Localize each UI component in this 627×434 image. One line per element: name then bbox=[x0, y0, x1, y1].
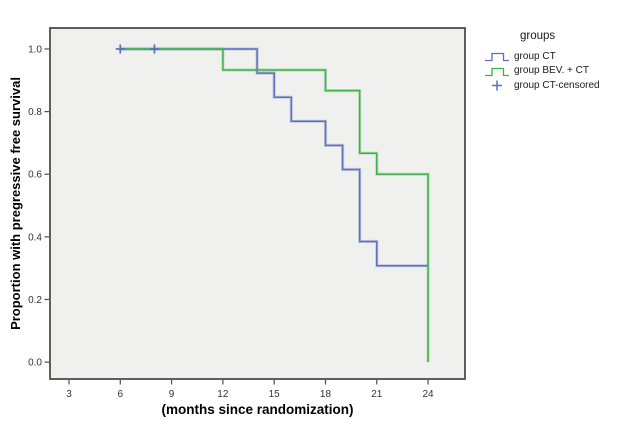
x-tick-label: 3 bbox=[66, 389, 72, 400]
legend-title: groups bbox=[520, 30, 556, 42]
legend-entry-group-bev-ct: group BEV. + CT bbox=[484, 64, 626, 79]
x-tick-label: 12 bbox=[217, 389, 229, 400]
x-tick-label: 24 bbox=[423, 389, 435, 400]
y-tick-label: 0.4 bbox=[28, 232, 42, 243]
y-tick-label: 0.0 bbox=[28, 358, 42, 369]
y-tick-label: 0.2 bbox=[28, 295, 42, 306]
x-tick-label: 9 bbox=[169, 389, 175, 400]
y-tick-label: 1.0 bbox=[28, 44, 42, 55]
legend: groups group CT group BEV. + CT group CT… bbox=[484, 30, 626, 93]
legend-label: group CT bbox=[514, 50, 556, 62]
plot-frame bbox=[49, 27, 466, 380]
y-tick-label: 0.8 bbox=[28, 107, 42, 118]
y-axis-title: Proportion with pregressive free surviva… bbox=[7, 77, 23, 330]
step-line-icon bbox=[485, 67, 509, 76]
plot-area bbox=[50, 28, 465, 379]
plus-glyph bbox=[492, 80, 502, 91]
legend-entry-group-ct-censored: group CT-censored bbox=[484, 78, 626, 93]
x-axis-title: (months since randomization) bbox=[161, 402, 354, 417]
step-line-glyph bbox=[485, 53, 509, 62]
censor-plus-mark bbox=[115, 44, 125, 54]
legend-label: group BEV. + CT bbox=[514, 65, 589, 77]
x-tick-label: 21 bbox=[371, 389, 383, 400]
x-tick-label: 18 bbox=[320, 389, 332, 400]
x-tick-label: 15 bbox=[269, 389, 281, 400]
legend-label: group CT-censored bbox=[514, 79, 600, 91]
censor-plus-mark bbox=[149, 44, 159, 54]
survival-curve-group-bev-ct bbox=[120, 48, 429, 363]
legend-entry-group-ct: group CT bbox=[484, 49, 626, 64]
survival-curve-group-ct bbox=[120, 48, 429, 267]
y-axis-title-wrap: Proportion with pregressive free surviva… bbox=[0, 28, 30, 379]
x-tick-label: 6 bbox=[117, 389, 123, 400]
step-line-icon bbox=[485, 53, 509, 62]
y-tick-label: 0.6 bbox=[28, 170, 42, 181]
step-line-glyph bbox=[485, 67, 509, 76]
plus-censor-icon bbox=[492, 80, 502, 91]
